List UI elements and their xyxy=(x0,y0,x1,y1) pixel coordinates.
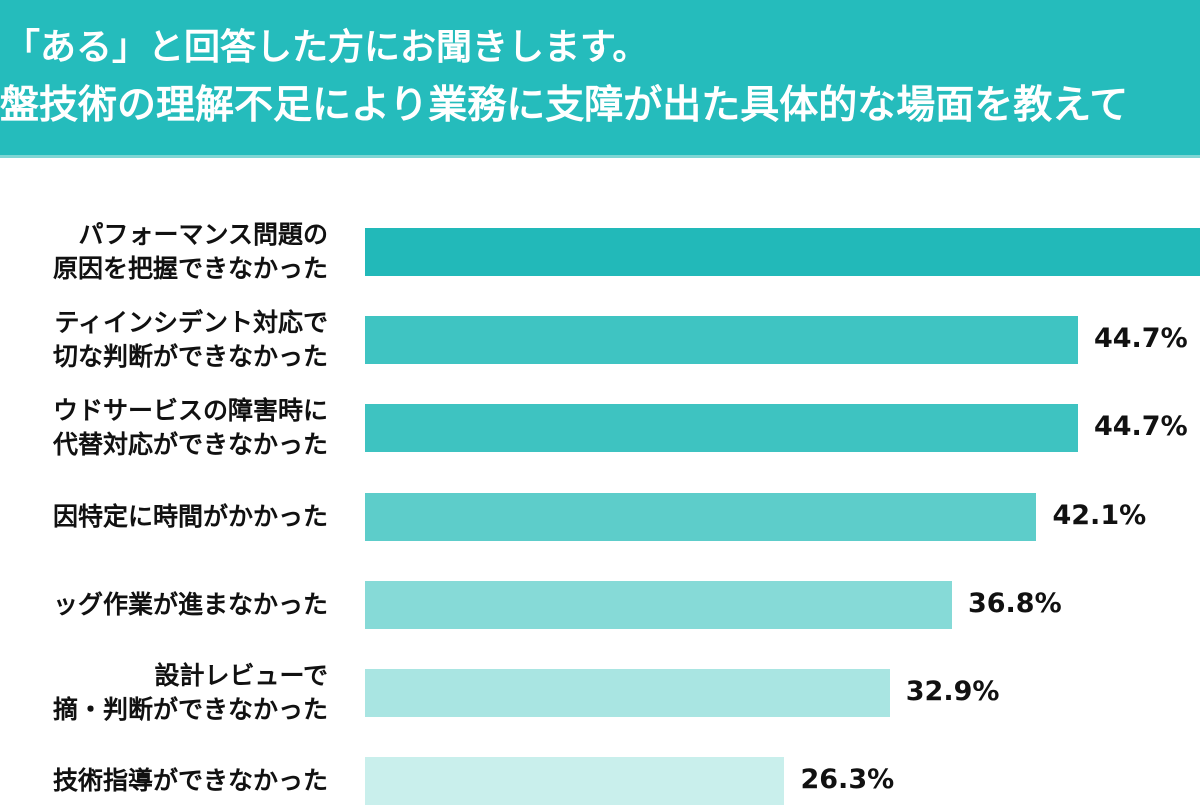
value-label: 32.9% xyxy=(905,676,1000,707)
category-label: ティインシデント対応で 切な判断ができなかった xyxy=(52,308,328,372)
bar xyxy=(365,669,890,717)
category-label: 因特定に時間がかかった xyxy=(52,501,328,531)
bar xyxy=(365,580,952,629)
category-label: 設計レビューで 摘・判断ができなかった xyxy=(52,661,328,724)
category-label: ウドサービスの障害時に 代替対応ができなかった xyxy=(52,396,328,460)
value-label: 44.7% xyxy=(1093,323,1188,355)
category-label: 技術指導ができなかった xyxy=(52,766,328,796)
value-label: 42.1% xyxy=(1052,499,1147,531)
bar xyxy=(365,228,1200,276)
value-label: 26.3% xyxy=(800,764,895,796)
bar xyxy=(365,316,1078,365)
question-header: 「ある」と回答した方にお聞きします。 盤技術の理解不足により業務に支障が出た具体… xyxy=(0,0,1200,158)
header-line-1: 「ある」と回答した方にお聞きします。 xyxy=(4,27,649,68)
category-label: パフォーマンス問題の 原因を把握できなかった xyxy=(52,220,328,283)
bar xyxy=(365,757,785,805)
bar xyxy=(365,404,1078,453)
category-label: ッグ作業が進まなかった xyxy=(52,589,328,619)
bar xyxy=(365,492,1037,541)
value-label: 36.8% xyxy=(967,587,1062,619)
header-line-2: 盤技術の理解不足により業務に支障が出た具体的な場面を教えて xyxy=(0,83,1129,128)
value-label: 44.7% xyxy=(1093,411,1188,443)
